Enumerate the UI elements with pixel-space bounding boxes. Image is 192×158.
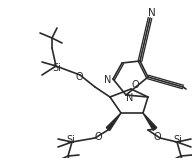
Text: N: N: [104, 75, 112, 85]
Text: O: O: [94, 132, 102, 142]
Polygon shape: [106, 113, 121, 130]
Text: O: O: [153, 132, 161, 142]
Text: O: O: [131, 80, 139, 90]
Text: Si: Si: [67, 135, 75, 145]
Text: O: O: [75, 72, 83, 82]
Polygon shape: [143, 113, 157, 130]
Text: N: N: [126, 93, 134, 103]
Text: N: N: [148, 8, 156, 18]
Text: Si: Si: [53, 63, 61, 73]
Text: Si: Si: [174, 135, 182, 145]
